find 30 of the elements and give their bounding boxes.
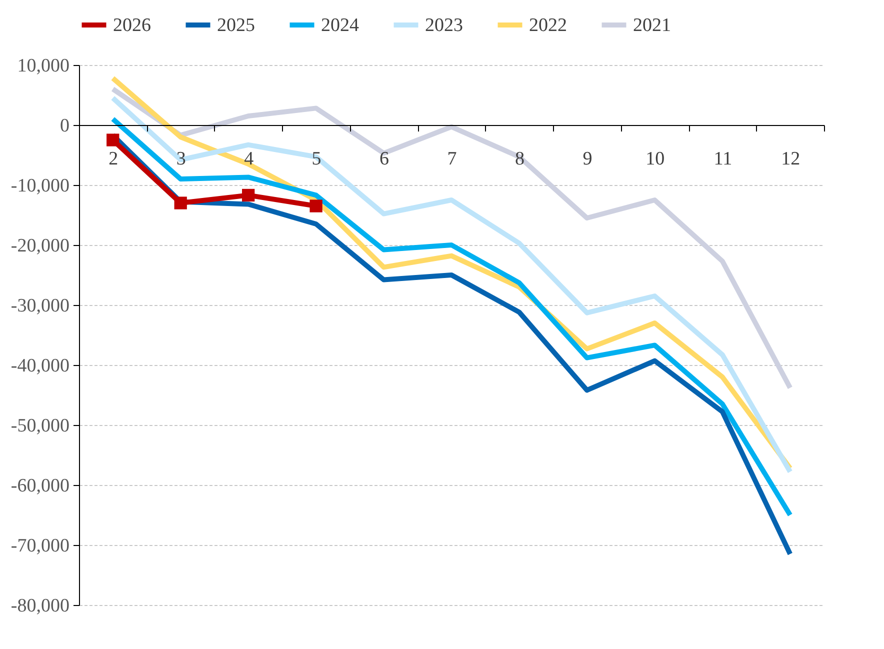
y-tick-label: -50,000 [10,416,70,436]
x-tick-label: 9 [582,148,592,170]
point [174,196,187,210]
point [242,188,255,202]
x-tick-label: 5 [312,148,322,170]
y-tick-label: -60,000 [10,476,70,496]
x-tick-label: 11 [714,148,732,170]
y-tick-label: -30,000 [10,296,70,316]
y-tick-label: -70,000 [10,536,70,556]
y-tick-label: -40,000 [10,356,70,376]
x-tick-label: 12 [781,148,800,170]
legend-label: 2025 [217,15,255,36]
x-tick-label: 10 [646,148,665,170]
y-tick-label: 10,000 [17,56,70,76]
legend-label: 2023 [425,15,463,36]
x-tick-label: 8 [514,148,524,170]
y-tick-label: -80,000 [10,596,70,616]
y-tick-label: -20,000 [10,236,70,256]
y-tick-label: 0 [60,116,70,136]
legend-label: 2026 [113,15,151,36]
x-tick-label: 7 [447,148,457,170]
y-tick-label: -10,000 [10,176,70,196]
legend-label: 2024 [321,15,360,36]
point [106,134,120,146]
x-tick-label: 6 [380,148,390,170]
x-tick-label: 3 [176,148,186,170]
legend-label: 2021 [633,15,671,36]
legend-label: 2022 [529,15,567,36]
point [310,200,322,212]
x-tick-label: 2 [108,148,118,170]
